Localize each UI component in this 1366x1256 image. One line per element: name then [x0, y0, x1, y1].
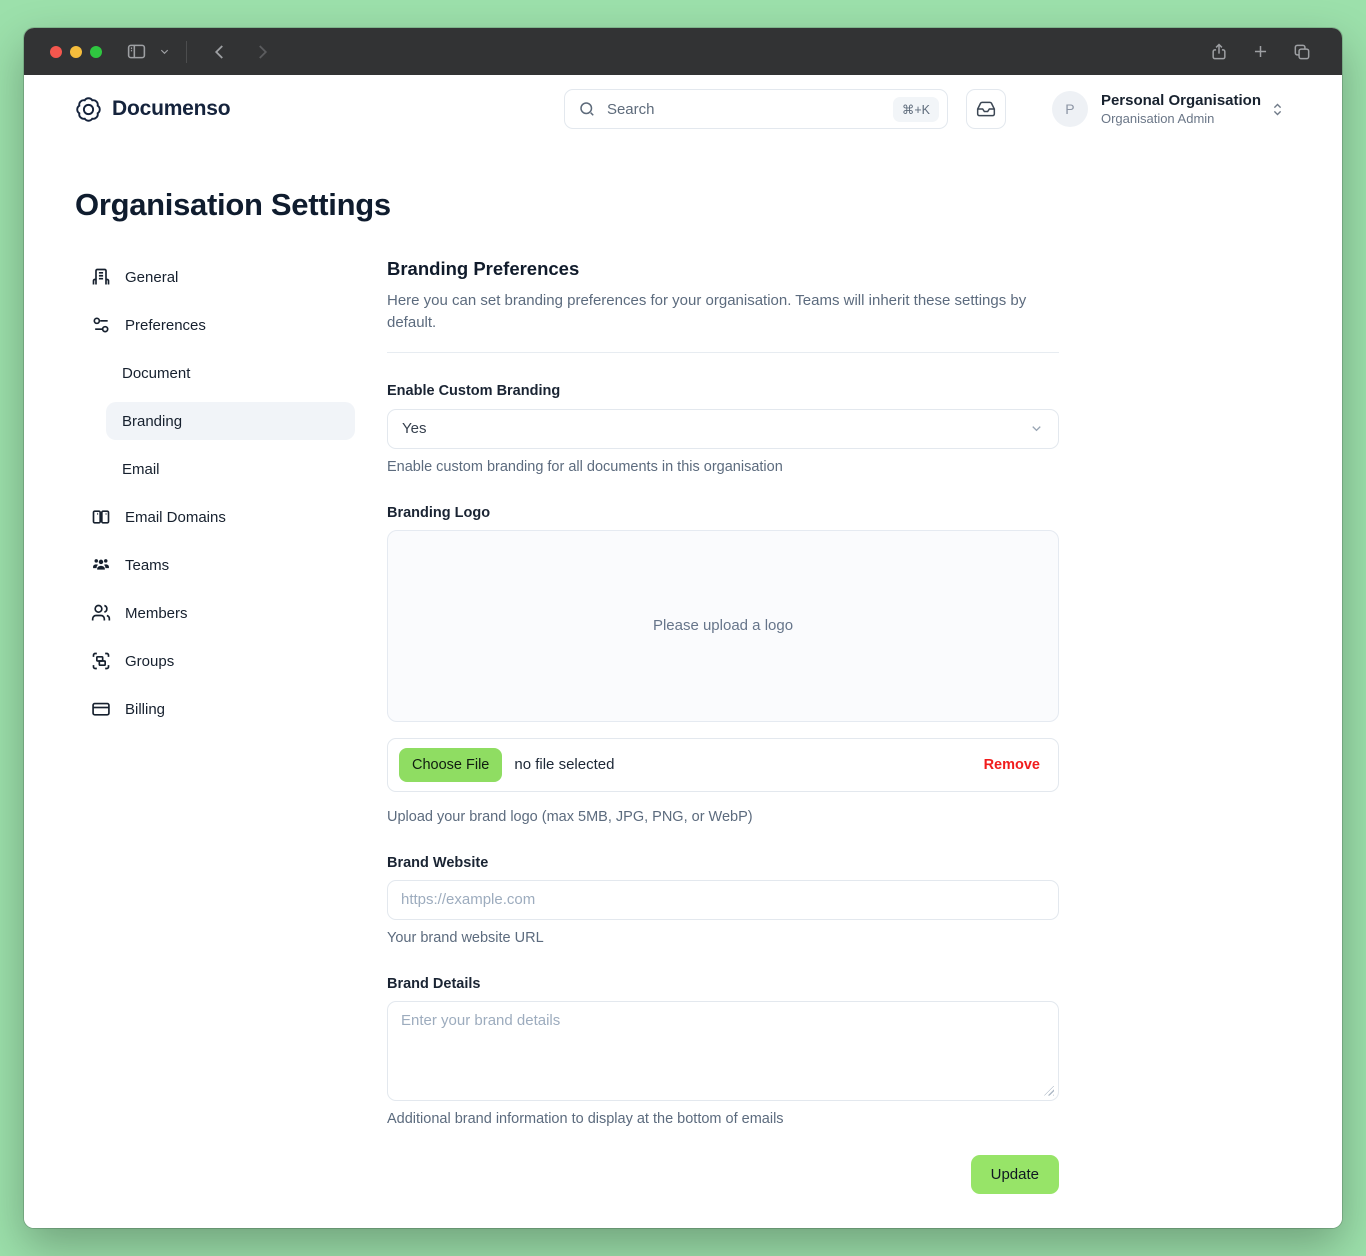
documenso-logo[interactable]: Documenso — [75, 96, 231, 123]
logo-helper: Upload your brand logo (max 5MB, JPG, PN… — [387, 808, 753, 825]
users-filled-icon — [91, 555, 111, 575]
toolbar-divider — [186, 40, 187, 63]
organisation-switcher[interactable]: P Personal Organisation Organisation Adm… — [1051, 91, 1285, 127]
search-icon — [578, 100, 596, 118]
users-icon — [91, 603, 111, 623]
enable-branding-helper: Enable custom branding for all documents… — [387, 458, 783, 475]
back-icon[interactable] — [211, 43, 229, 61]
enable-branding-select[interactable]: Yes — [387, 408, 1059, 449]
chevron-down-icon[interactable] — [159, 46, 170, 57]
inbox-icon — [976, 99, 996, 119]
section-title: Branding Preferences — [387, 258, 580, 279]
nav-item-teams[interactable]: Teams — [75, 546, 355, 584]
sliders-icon — [91, 315, 111, 335]
settings-nav: General Preferences Document — [75, 258, 355, 1194]
tab-overview-icon[interactable] — [1292, 42, 1312, 62]
enable-branding-label: Enable Custom Branding — [387, 382, 561, 399]
section-description: Here you can set branding preferences fo… — [387, 292, 1027, 331]
nav-label: Preferences — [125, 316, 206, 334]
brand-details-label: Brand Details — [387, 975, 481, 992]
zoom-window-button[interactable] — [90, 45, 102, 58]
file-status-text: no file selected — [514, 756, 615, 773]
brand-website-input[interactable] — [387, 879, 1059, 920]
remove-logo-link[interactable]: Remove — [983, 756, 1040, 773]
forward-icon — [253, 43, 271, 61]
nav-item-groups[interactable]: Groups — [75, 642, 355, 680]
nav-item-members[interactable]: Members — [75, 594, 355, 632]
nav-item-general[interactable]: General — [75, 258, 355, 296]
nav-label: Email Domains — [125, 508, 226, 526]
update-button[interactable]: Update — [970, 1154, 1059, 1194]
group-icon — [91, 651, 111, 671]
credit-card-icon — [91, 699, 111, 719]
brand-details-helper: Additional brand information to display … — [387, 1110, 784, 1127]
organisation-role: Organisation Admin — [1100, 111, 1215, 126]
nav-label: Branding — [122, 412, 183, 430]
sidebar-toggle-icon[interactable] — [126, 41, 147, 62]
nav-item-preferences[interactable]: Preferences — [75, 306, 355, 344]
app-content: Documenso Search ⌘+K — [24, 75, 1342, 1228]
organisation-name: Personal Organisation — [1100, 92, 1261, 109]
brand-details-textarea[interactable] — [387, 1000, 1059, 1101]
logo-file-input: Choose File no file selected Remove — [387, 737, 1059, 792]
book-pages-icon — [91, 507, 111, 527]
search-input[interactable]: Search ⌘+K — [563, 89, 948, 129]
nav-label: Document — [122, 364, 191, 382]
close-window-button[interactable] — [50, 45, 62, 58]
nav-label: General — [125, 268, 179, 286]
branding-preferences-section: Branding Preferences Here you can set br… — [387, 258, 1059, 1194]
brand-website-helper: Your brand website URL — [387, 929, 544, 946]
logo-upload-placeholder: Please upload a logo — [652, 617, 794, 634]
nav-item-email-domains[interactable]: Email Domains — [75, 498, 355, 536]
search-shortcut-badge: ⌘+K — [892, 96, 939, 122]
app-header: Documenso Search ⌘+K — [24, 75, 1342, 143]
avatar: P — [1051, 91, 1088, 127]
nav-label: Groups — [125, 652, 175, 670]
nav-label: Billing — [125, 700, 166, 718]
nav-item-email[interactable]: Email — [106, 450, 355, 488]
nav-item-document[interactable]: Document — [106, 354, 355, 392]
logo-upload-dropzone[interactable]: Please upload a logo — [387, 529, 1059, 722]
minimize-window-button[interactable] — [70, 45, 82, 58]
nav-item-branding[interactable]: Branding — [106, 402, 355, 440]
nav-item-billing[interactable]: Billing — [75, 690, 355, 728]
documenso-badge-icon — [75, 96, 102, 123]
chevrons-up-down-icon — [1270, 102, 1285, 117]
browser-toolbar — [24, 28, 1342, 75]
window-controls — [24, 45, 102, 58]
search-placeholder: Search — [606, 100, 655, 118]
new-tab-icon[interactable] — [1251, 42, 1270, 61]
section-divider — [387, 351, 1059, 353]
settings-page: Organisation Settings Gener — [24, 187, 1342, 1228]
page-title: Organisation Settings — [75, 187, 391, 222]
enable-branding-value: Yes — [402, 420, 427, 437]
brand-website-label: Brand Website — [387, 854, 489, 871]
building-icon — [91, 267, 111, 287]
inbox-button[interactable] — [965, 89, 1006, 129]
choose-file-button[interactable]: Choose File — [399, 747, 503, 782]
nav-label: Email — [122, 460, 160, 478]
brand-name: Documenso — [112, 97, 231, 120]
browser-window: Documenso Search ⌘+K — [24, 28, 1342, 1228]
chevron-down-icon — [1029, 421, 1044, 436]
branding-logo-label: Branding Logo — [387, 504, 491, 521]
nav-label: Teams — [125, 556, 170, 574]
share-icon[interactable] — [1209, 42, 1229, 62]
nav-label: Members — [125, 604, 188, 622]
